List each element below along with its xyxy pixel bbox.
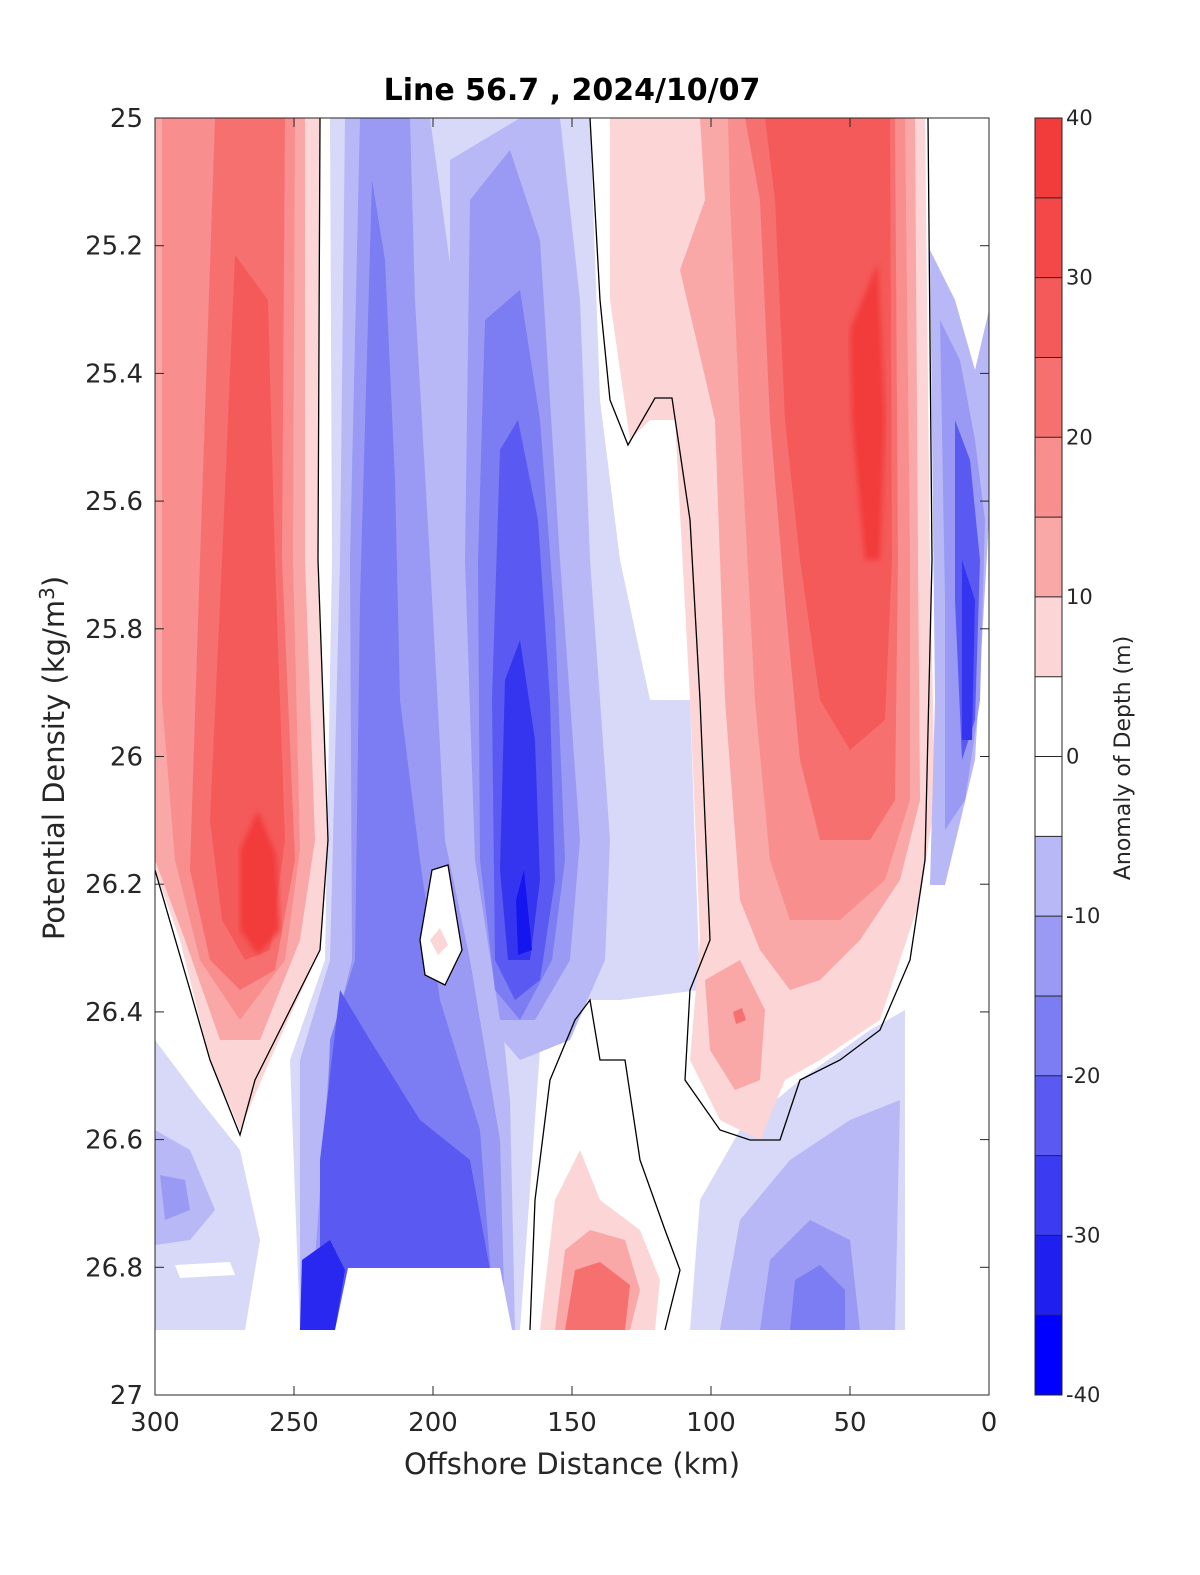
- plot-area: 300 250 200 150 100 50 0 2525.225.425.625.8262…: [85, 104, 997, 1438]
- anomaly-positive-east: [610, 118, 935, 1140]
- colorbar-tick-label: 0: [1066, 745, 1079, 769]
- colorbar-tick-label: 30: [1066, 266, 1093, 290]
- chart-title: Line 56.7 , 2024/10/07: [384, 73, 761, 108]
- y-tick-label: 25.6: [85, 487, 143, 517]
- y-tick-label: 25.2: [85, 232, 143, 262]
- colorbar-tick-label: 20: [1066, 425, 1093, 449]
- colorbar-tick-label: -20: [1066, 1064, 1100, 1088]
- colorbar: 40 30 20 10 0 -10 -20 -30 -40 Anomaly of Depth (…: [1034, 106, 1136, 1407]
- anomaly-positive-south: [540, 1150, 660, 1330]
- y-tick-label: 25.8: [85, 615, 143, 645]
- colorbar-block: [1035, 676, 1062, 757]
- colorbar-frame: [1034, 117, 1063, 1396]
- x-tick-label: 50: [833, 1408, 866, 1438]
- y-tick-label: 26.2: [85, 870, 143, 900]
- colorbar-block: [1035, 916, 1062, 996]
- colorbar-block: [1035, 118, 1062, 198]
- y-tick-label: 26.4: [85, 998, 143, 1028]
- anomaly-white-pocket: [420, 865, 462, 985]
- colorbar-block: [1035, 197, 1062, 278]
- x-tick-label: 200: [408, 1408, 458, 1438]
- colorbar-label: Anomaly of Depth (m): [1111, 636, 1136, 880]
- y-tick-label: 25.4: [85, 359, 143, 389]
- colorbar-block: [1035, 995, 1062, 1076]
- colorbar-block: [1035, 357, 1062, 438]
- colorbar-blocks: [1035, 118, 1062, 1395]
- anomaly-negative-south: [155, 1010, 905, 1330]
- colorbar-tick-label: 10: [1066, 585, 1093, 609]
- y-axis: 25 25.2 25.4 25.6 25.8 26 26.2 26.4 26.6 26.8 27: [85, 104, 989, 1411]
- anomaly-field: [155, 118, 989, 1395]
- y-tick-label: 26.8: [85, 1253, 143, 1283]
- anomaly-negative-core: [450, 118, 610, 1060]
- anomaly-negative-coast: [930, 250, 989, 885]
- x-tick-label: 300: [130, 1408, 180, 1438]
- x-tick-label: 150: [547, 1408, 597, 1438]
- colorbar-block: [1035, 596, 1062, 677]
- x-tick-label: 100: [686, 1408, 736, 1438]
- x-tick-label: 250: [269, 1408, 319, 1438]
- colorbar-block: [1035, 1315, 1062, 1395]
- colorbar-block: [1035, 836, 1062, 917]
- anomaly-positive-west: [155, 118, 328, 1130]
- colorbar-block: [1035, 1235, 1062, 1316]
- colorbar-block: [1035, 1075, 1062, 1156]
- y-axis-label: Potential Density (kg/m3): [35, 576, 71, 940]
- colorbar-block: [1035, 517, 1062, 597]
- y-tick-label: 26: [110, 743, 143, 773]
- colorbar-ticks: 40 30 20 10 0 -10 -20 -30 -40: [1066, 106, 1100, 1407]
- colorbar-tick-label: 40: [1066, 106, 1093, 130]
- colorbar-block: [1035, 277, 1062, 358]
- x-tick-label: 0: [981, 1408, 998, 1438]
- y-tick-label: 26.6: [85, 1126, 143, 1156]
- colorbar-block: [1035, 437, 1062, 518]
- colorbar-block: [1035, 756, 1062, 837]
- colorbar-tick-label: -30: [1066, 1223, 1100, 1247]
- y-tick-label: 27: [110, 1381, 143, 1411]
- colorbar-tick-label: -40: [1066, 1383, 1100, 1407]
- x-axis-label: Offshore Distance (km): [404, 1447, 740, 1481]
- y-tick-label: 25: [110, 104, 143, 134]
- no-data-mask: [155, 885, 989, 1395]
- colorbar-block: [1035, 1155, 1062, 1236]
- zero-contours: [155, 118, 933, 1331]
- colorbar-tick-label: -10: [1066, 904, 1100, 928]
- x-axis: 300 250 200 150 100 50 0: [130, 118, 997, 1438]
